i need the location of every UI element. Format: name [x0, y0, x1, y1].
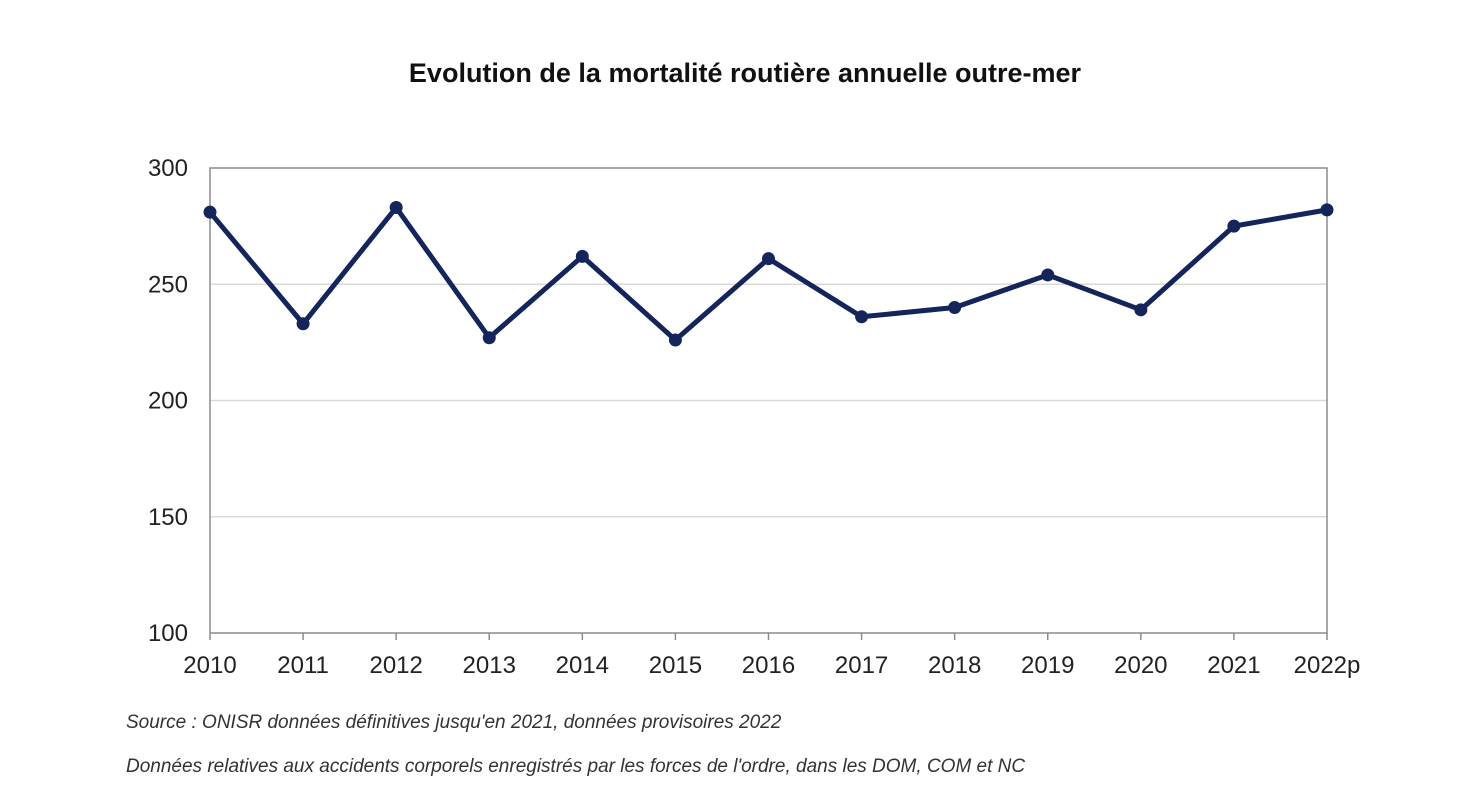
gridlines: [210, 283, 1327, 518]
data-point-2011: [296, 317, 310, 331]
series: [203, 201, 1334, 347]
x-tick-label: 2022p: [1294, 652, 1361, 679]
x-tick-label: 2018: [928, 652, 981, 679]
y-tick-label: 250: [148, 271, 188, 298]
data-point-2022p: [1320, 203, 1334, 217]
x-tick-label: 2017: [835, 652, 888, 679]
source-note: Source : ONISR données définitives jusqu…: [126, 712, 782, 733]
series-line: [207, 205, 1330, 343]
axes: [209, 167, 1328, 640]
data-point-2019: [1041, 268, 1055, 282]
y-tick-label: 100: [148, 620, 188, 647]
x-tick-label: 2011: [277, 652, 329, 679]
scope-note: Données relatives aux accidents corporel…: [126, 756, 1026, 777]
data-point-2016: [762, 252, 775, 266]
x-tick-label: 2014: [556, 652, 609, 679]
x-tick-label: 2019: [1021, 652, 1074, 679]
data-point-2010: [203, 205, 217, 219]
data-point-2017: [855, 310, 869, 324]
data-point-2012: [389, 201, 403, 215]
data-point-2020: [1134, 303, 1148, 317]
x-tick-label: 2010: [183, 652, 236, 679]
data-point-2015: [668, 333, 682, 347]
y-tick-label: 150: [148, 504, 188, 531]
x-tick-labels: 2010 2011 2012 2013 2014 2015 2016 2017 2018 2019…: [183, 652, 1360, 679]
y-tick-label: 200: [148, 388, 188, 415]
data-point-2014: [575, 249, 589, 263]
data-point-2021: [1227, 219, 1241, 233]
y-tick-labels: 100 150 200 250 300: [148, 155, 188, 647]
chart-title: Evolution de la mortalité routière annue…: [408, 58, 1082, 88]
data-point-2013: [482, 331, 496, 345]
x-tick-label: 2012: [369, 652, 422, 679]
data-point-2018: [948, 301, 962, 314]
y-tick-label: 300: [148, 155, 188, 182]
x-tick-label: 2013: [463, 652, 516, 679]
x-tick-label: 2016: [742, 652, 795, 679]
x-tick-label: 2015: [649, 652, 702, 679]
x-tick-label: 2020: [1114, 652, 1167, 679]
x-tick-label: 2021: [1207, 652, 1260, 679]
